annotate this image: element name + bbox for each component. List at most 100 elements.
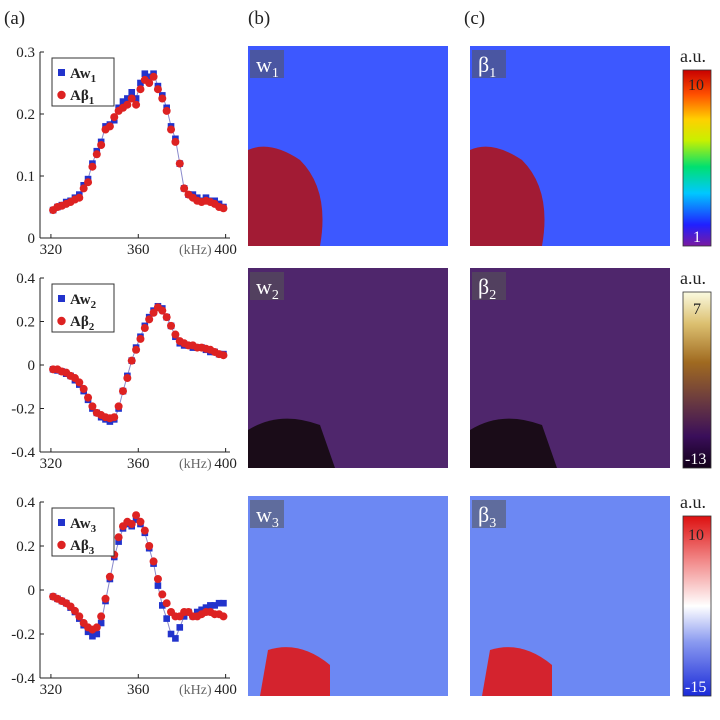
x-tick-label: 360 <box>127 682 150 698</box>
map-w1-label-box <box>250 50 284 78</box>
data-point-circle <box>145 79 154 87</box>
data-point-square <box>124 95 131 102</box>
data-point-circle <box>167 321 176 330</box>
data-point-circle <box>132 100 141 109</box>
data-point-circle <box>123 374 132 383</box>
data-point-square <box>154 582 162 589</box>
map-beta2-dark-region <box>470 418 557 468</box>
data-point-circle <box>88 162 97 171</box>
data-point-square <box>176 624 184 631</box>
data-point-circle <box>140 526 149 535</box>
data-point-circle <box>180 184 189 193</box>
data-point-circle <box>110 413 119 422</box>
data-point-square <box>128 89 136 96</box>
data-point-circle <box>97 141 106 149</box>
map-row-3: w3 β3 <box>248 496 670 696</box>
data-point-square <box>97 619 105 627</box>
colorbar-1-unit: a.u. <box>680 46 706 66</box>
data-point-square <box>89 632 96 640</box>
map-beta2-label-box <box>472 272 506 300</box>
legend-marker-circle <box>57 540 66 550</box>
data-point-square <box>119 98 127 105</box>
plot-2: -0.4 -0.2 0 0.2 0.4 320 360 400(kHz) Aw2 Aβ2 <box>11 271 237 472</box>
map-w1-red-region <box>248 146 323 246</box>
colorbar-3-unit: a.u. <box>680 492 706 512</box>
data-point-circle <box>75 612 84 621</box>
data-point-circle <box>75 193 84 202</box>
legend-label: Aw2 <box>70 292 97 311</box>
data-point-circle <box>136 85 145 94</box>
data-point-circle <box>136 334 145 343</box>
data-point-circle <box>88 402 97 411</box>
data-point-circle <box>127 94 136 103</box>
x-tick-label: 360 <box>127 242 150 258</box>
legend-marker-square <box>58 295 65 302</box>
map-w3-label-box <box>250 500 284 528</box>
data-point-circle <box>167 125 176 134</box>
map-w2-dark-region <box>248 418 335 468</box>
data-point-circle <box>219 351 228 360</box>
data-point-circle <box>84 393 93 402</box>
data-point-circle <box>171 137 180 146</box>
data-point-square <box>167 630 175 638</box>
legend-label: Aw3 <box>70 516 97 535</box>
data-point-circle <box>105 572 114 581</box>
legend-label: Aβ3 <box>70 538 95 557</box>
map-beta1-red-region <box>470 146 545 246</box>
y-tick-label: 0.3 <box>16 45 35 61</box>
legend-label: Aw1 <box>70 66 96 85</box>
data-point-circle <box>136 517 145 526</box>
legend-marker-circle <box>57 316 66 326</box>
colorbar-1-bar <box>682 69 712 247</box>
colorbar-1: a.u. 10 1 <box>680 46 712 247</box>
data-point-square <box>137 79 144 87</box>
colorbar-3: a.u. 10 -15 <box>680 492 712 697</box>
data-point-square <box>172 635 179 642</box>
x-tick-label: 320 <box>40 242 63 258</box>
data-point-circle <box>84 178 93 187</box>
map-w2-label-box <box>250 272 284 300</box>
map-row-1: w1 β1 <box>248 46 670 246</box>
y-tick-label: 0 <box>28 583 36 599</box>
x-tick-label: 400 <box>214 682 237 698</box>
colorbar-2-min: -13 <box>685 451 706 468</box>
colorbar-2-max: 7 <box>693 301 701 318</box>
y-tick-label: 0 <box>28 358 36 374</box>
data-point-square <box>207 602 214 609</box>
y-tick-label: 0.4 <box>16 495 35 511</box>
legend-marker-square <box>58 519 65 526</box>
data-point-circle <box>92 150 101 159</box>
data-point-circle <box>140 324 149 333</box>
colorbar-1-min: 1 <box>693 229 701 246</box>
data-point-square <box>163 615 170 622</box>
map-beta3-red-region <box>482 647 552 696</box>
legend-marker-square <box>58 69 65 76</box>
data-point-square <box>132 516 140 523</box>
y-tick-label: 0.2 <box>16 539 35 555</box>
y-tick-label: -0.2 <box>11 402 35 418</box>
data-point-circle <box>153 575 162 583</box>
data-point-circle <box>162 313 171 322</box>
data-point-square <box>193 608 201 616</box>
y-tick-label: -0.4 <box>11 445 35 461</box>
x-axis-label: (kHz) <box>179 683 212 698</box>
data-point-circle <box>132 345 141 354</box>
data-point-circle <box>171 330 180 339</box>
plot-1: 0 0.1 0.2 0.3 320 360 400(kHz) Aw1 Aβ1 <box>16 45 237 258</box>
data-point-circle <box>149 557 158 566</box>
data-point-square <box>141 70 149 77</box>
y-tick-label: 0.1 <box>16 169 35 185</box>
data-point-circle <box>70 606 79 615</box>
plot-3: -0.4 -0.2 0 0.2 0.4 320 360 400(kHz) Aw3 Aβ3 <box>11 495 237 698</box>
data-point-square <box>93 630 101 638</box>
data-point-circle <box>145 315 154 324</box>
data-point-circle <box>79 384 88 393</box>
y-tick-label: 0.2 <box>16 107 35 123</box>
colorbar-3-bar <box>682 515 712 697</box>
data-point-circle <box>145 542 154 550</box>
x-tick-label: 320 <box>40 456 63 472</box>
data-point-square <box>198 606 205 614</box>
panel-label-c: (c) <box>464 8 485 29</box>
